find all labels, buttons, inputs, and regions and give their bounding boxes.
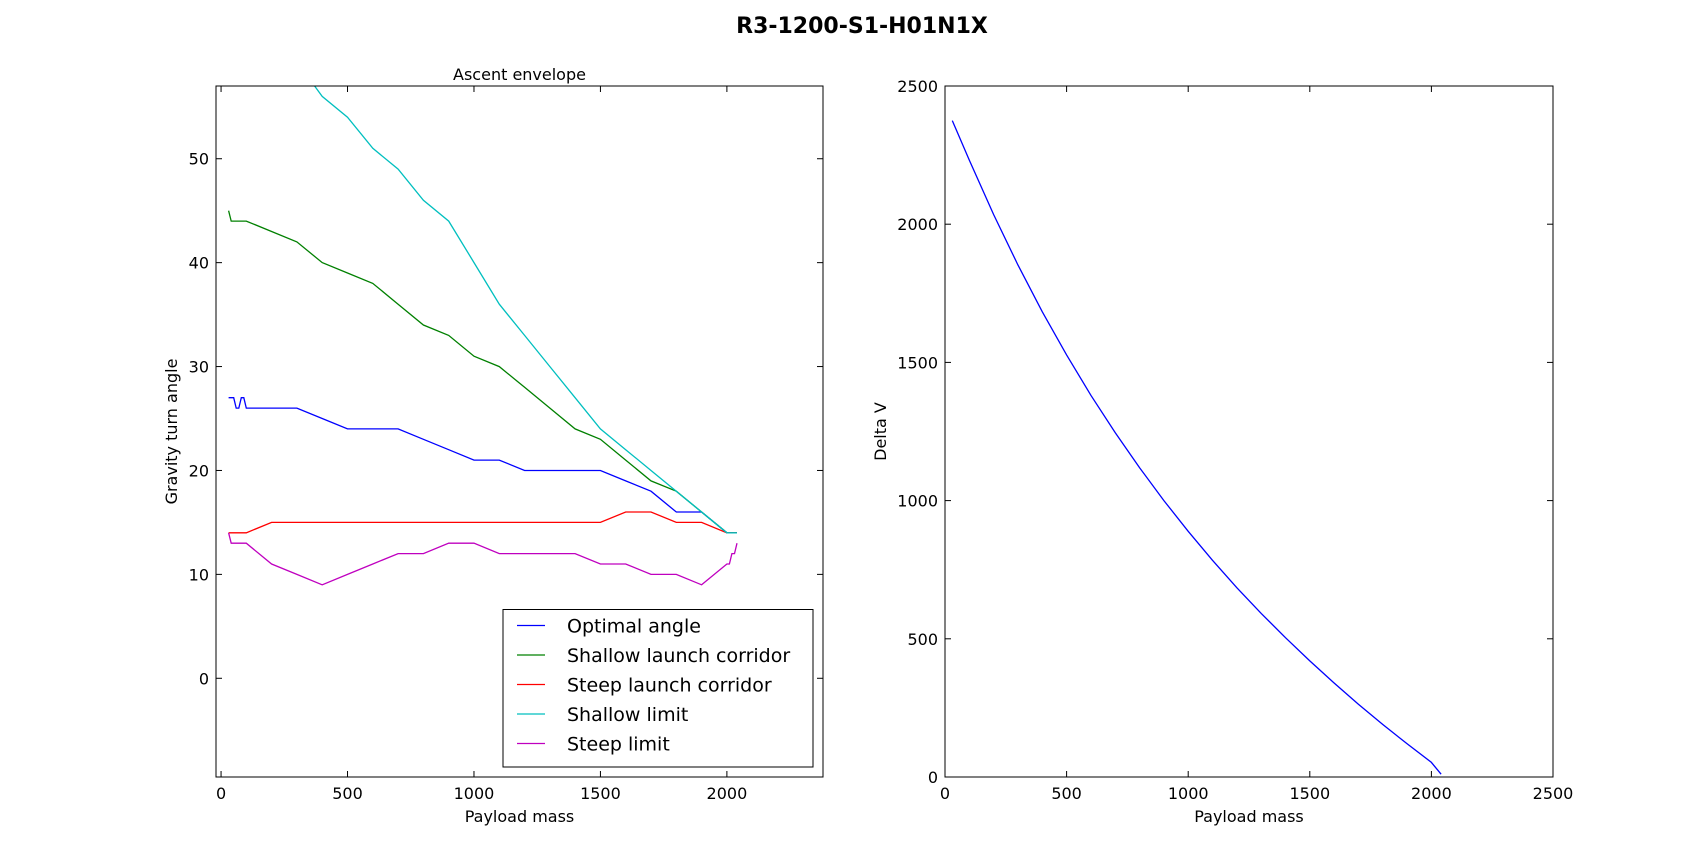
legend-label-optimal-angle: Optimal angle <box>567 616 701 638</box>
plot-frame <box>944 85 1554 778</box>
y-tick-label: 1000 <box>897 492 938 511</box>
x-tick-label: 1000 <box>454 784 495 803</box>
plot-area <box>945 86 1553 777</box>
legend-label-steep-launch-corridor: Steep launch corridor <box>567 675 772 697</box>
chart-title: Ascent envelope <box>453 65 586 84</box>
y-tick-label: 10 <box>189 565 209 584</box>
x-tick-label: 2500 <box>1533 784 1574 803</box>
y-tick-label: 2000 <box>897 215 938 234</box>
legend-label-steep-limit: Steep limit <box>567 734 670 756</box>
y-tick-label: 500 <box>907 630 938 649</box>
plot-frame <box>215 85 824 778</box>
legend-label-shallow-limit: Shallow limit <box>567 704 688 726</box>
series-line-series-0 <box>951 120 1442 775</box>
x-tick-label: 500 <box>1051 784 1082 803</box>
y-tick-label: 0 <box>199 669 209 688</box>
y-tick-label: 50 <box>189 150 209 169</box>
y-tick-label: 30 <box>189 358 209 377</box>
delta-v-chart: 0 500 1000 1500 2000 2500 0 500 1000 1500 2000 2500… <box>871 77 1573 826</box>
y-tick-label: 40 <box>189 254 209 273</box>
x-tick-label: 1500 <box>1289 784 1330 803</box>
series-line-shallow-limit <box>314 86 737 534</box>
y-tick-label: 0 <box>928 768 938 787</box>
y-tick-label: 1500 <box>897 353 938 372</box>
x-tick-label: 2000 <box>1411 784 1452 803</box>
series-line-steep-launch-corridor <box>228 511 737 534</box>
legend: Optimal angle Shallow launch corridor Stee… <box>502 609 814 768</box>
figure-title: R3-1200-S1-H01N1X <box>736 14 988 39</box>
x-tick-label: 0 <box>940 784 950 803</box>
x-axis-label: Payload mass <box>1194 807 1304 826</box>
x-tick-label: 500 <box>332 784 363 803</box>
x-tick-label: 1500 <box>580 784 621 803</box>
y-axis-label: Delta V <box>871 402 890 461</box>
x-axis-label: Payload mass <box>465 807 575 826</box>
y-axis-label: Gravity turn angle <box>162 359 181 505</box>
series-line-optimal-angle <box>228 397 737 534</box>
y-tick-label: 20 <box>189 461 209 480</box>
series-line-steep-limit <box>227 532 738 586</box>
legend-label-shallow-launch-corridor: Shallow launch corridor <box>567 645 790 667</box>
x-tick-label: 0 <box>216 784 226 803</box>
x-tick-label: 1000 <box>1168 784 1209 803</box>
x-tick-label: 2000 <box>707 784 748 803</box>
series-line-shallow-launch-corridor <box>227 210 737 534</box>
y-tick-label: 2500 <box>897 77 938 96</box>
ascent-envelope-chart: Ascent envelope 0 500 1000 1500 2000 0 10 20 30 4… <box>162 65 824 826</box>
legend-frame <box>502 609 814 768</box>
